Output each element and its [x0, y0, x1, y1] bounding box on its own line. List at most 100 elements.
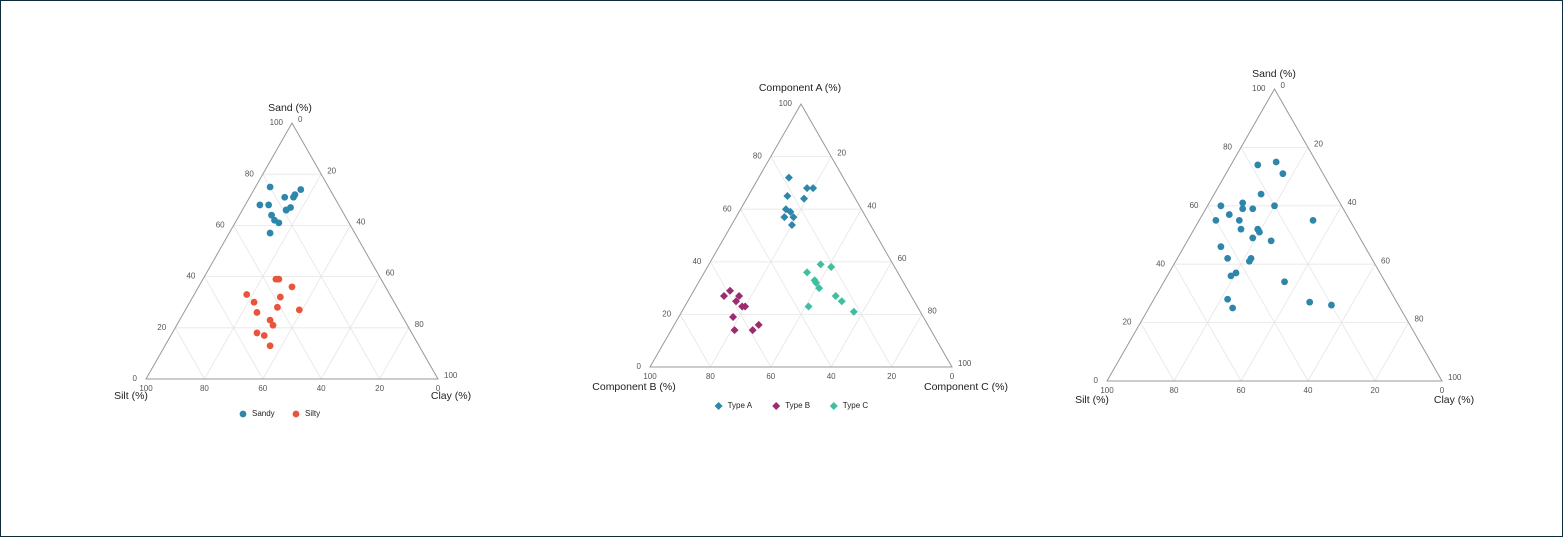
data-point: [754, 320, 763, 329]
data-point: [1224, 254, 1231, 262]
data-point: [1267, 237, 1275, 245]
data-point: [783, 192, 792, 201]
data-point: [266, 183, 274, 191]
grid-line: [1240, 205, 1342, 382]
axis-label-a: Component A (%): [759, 82, 841, 94]
data-point: [1235, 217, 1243, 224]
data-point: [260, 332, 268, 339]
a-tick-label: 60: [216, 221, 225, 230]
legend-label: Sandy: [252, 409, 275, 418]
data-point: [780, 213, 789, 222]
data-point: [250, 298, 258, 306]
grid-line: [174, 327, 205, 380]
data-point: [1217, 243, 1225, 251]
data-point: [803, 268, 812, 277]
b-tick-label: 40: [827, 372, 836, 381]
data-point: [1306, 298, 1314, 306]
b-tick-label: 40: [317, 384, 326, 393]
legend-label: Silty: [305, 409, 320, 418]
triangle-frame: [649, 102, 953, 368]
data-point: [831, 291, 840, 300]
grid-line: [710, 156, 832, 368]
grid-line: [1173, 147, 1309, 382]
data-point: [1279, 170, 1287, 178]
b-tick-label: 80: [706, 372, 715, 381]
a-tick-label: 100: [1252, 84, 1266, 93]
data-point: [1309, 217, 1317, 224]
data-point: [1281, 278, 1288, 286]
grid-line: [830, 261, 892, 368]
data-point: [269, 321, 277, 329]
axis-label-b: Silt (%): [114, 390, 148, 402]
b-tick-label: 20: [887, 372, 896, 381]
b-tick-label: 100: [1100, 386, 1114, 395]
data-point: [803, 184, 812, 193]
axis-label-c: Clay (%): [431, 390, 471, 402]
ternary-chart: 02040608010020406080100020406080100Compo…: [592, 82, 1008, 410]
data-point: [1271, 202, 1278, 210]
legend-marker: [772, 402, 781, 410]
data-point: [266, 229, 274, 237]
data-point: [1256, 228, 1263, 236]
c-tick-label: 40: [1348, 198, 1357, 207]
data-point: [253, 309, 261, 316]
data-point: [1229, 304, 1237, 312]
data-point: [243, 291, 251, 298]
data-point: [1217, 202, 1225, 210]
legend-marker: [829, 402, 838, 410]
data-point: [809, 184, 818, 193]
legend-label: Type A: [728, 401, 753, 410]
c-tick-label: 20: [1314, 140, 1323, 149]
b-tick-label: 20: [1371, 386, 1380, 395]
data-point: [1227, 272, 1235, 280]
a-tick-label: 0: [133, 374, 138, 383]
b-tick-label: 80: [1170, 386, 1179, 395]
grid-line: [320, 276, 380, 380]
c-tick-label: 0: [298, 115, 303, 124]
a-tick-label: 80: [245, 169, 254, 178]
b-tick-label: 80: [200, 384, 209, 393]
data-point: [1254, 161, 1262, 169]
data-point: [732, 297, 741, 306]
grid-line: [740, 209, 832, 368]
a-tick-label: 0: [1094, 376, 1099, 385]
data-point: [281, 193, 289, 201]
data-point: [282, 206, 290, 214]
a-tick-label: 20: [157, 323, 166, 332]
data-point: [726, 286, 735, 295]
data-point: [787, 220, 796, 229]
grid-line: [233, 225, 322, 380]
a-tick-label: 100: [779, 99, 793, 108]
data-point: [268, 211, 275, 219]
data-point: [789, 213, 798, 222]
data-point: [1232, 269, 1240, 277]
legend-marker: [239, 410, 247, 418]
data-point: [800, 194, 809, 203]
axis-label-b: Silt (%): [1075, 394, 1109, 406]
b-tick-label: 60: [1237, 386, 1246, 395]
data-point: [719, 291, 728, 300]
c-tick-label: 100: [1448, 373, 1462, 382]
legend-label: Type B: [785, 401, 810, 410]
data-point: [266, 316, 274, 324]
legend-label: Type C: [843, 401, 869, 410]
data-point: [253, 329, 261, 337]
data-point: [288, 283, 296, 291]
data-point: [729, 313, 738, 322]
grid-line: [1140, 322, 1175, 382]
data-point: [265, 201, 273, 209]
data-point: [1212, 217, 1220, 224]
data-point: [730, 326, 739, 335]
data-point: [786, 207, 795, 216]
b-tick-label: 0: [436, 384, 441, 393]
data-point: [1224, 295, 1231, 303]
grid-line: [1374, 322, 1409, 382]
data-point: [1328, 301, 1335, 309]
grid-line: [679, 314, 711, 368]
triangle-frame: [145, 121, 439, 380]
data-point: [827, 263, 836, 272]
a-tick-label: 80: [753, 152, 762, 161]
